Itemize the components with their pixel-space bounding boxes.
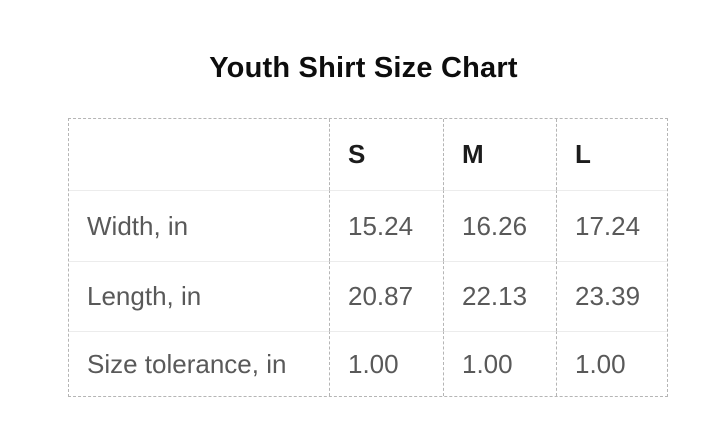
value-length-s: 20.87 (329, 261, 443, 331)
value-width-s: 15.24 (329, 190, 443, 261)
value-tolerance-m: 1.00 (443, 331, 556, 396)
value-length-l: 23.39 (556, 261, 667, 331)
row-label-size-tolerance: Size tolerance, in (69, 331, 329, 396)
row-label-length: Length, in (69, 261, 329, 331)
page-title: Youth Shirt Size Chart (209, 52, 518, 84)
table-corner-cell (69, 119, 329, 190)
value-tolerance-l: 1.00 (556, 331, 667, 396)
value-width-m: 16.26 (443, 190, 556, 261)
column-header-s: S (329, 119, 443, 190)
value-width-l: 17.24 (556, 190, 667, 261)
row-label-width: Width, in (69, 190, 329, 261)
size-chart-table: S M L Width, in 15.24 16.26 17.24 Length… (68, 118, 668, 397)
value-tolerance-s: 1.00 (329, 331, 443, 396)
value-length-m: 22.13 (443, 261, 556, 331)
column-header-m: M (443, 119, 556, 190)
column-header-l: L (556, 119, 667, 190)
